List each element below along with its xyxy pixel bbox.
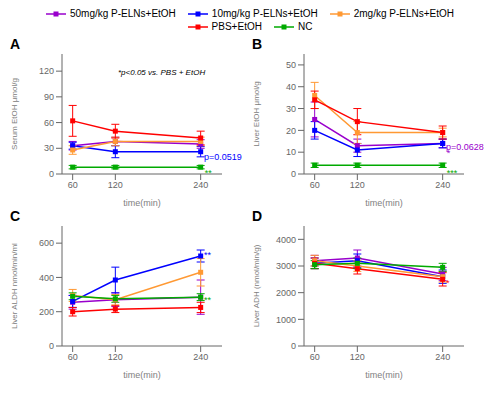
svg-text:20: 20 [286, 126, 296, 136]
svg-text:240: 240 [193, 180, 208, 190]
svg-text:600: 600 [39, 238, 54, 248]
html-text:*p<0.05 vs. PBS + EtOH: *p<0.05 vs. PBS + EtOH [118, 68, 206, 77]
svg-text:1000: 1000 [276, 315, 296, 325]
svg-text:time(min): time(min) [365, 198, 403, 208]
svg-text:60: 60 [310, 352, 320, 362]
svg-text:0: 0 [49, 341, 54, 351]
svg-text:p=0.0519: p=0.0519 [204, 152, 242, 162]
html-text:A: A [10, 36, 21, 52]
svg-text:Serum EtOH μmol/g: Serum EtOH μmol/g [10, 78, 19, 150]
svg-text:30: 30 [44, 143, 54, 153]
svg-text:0: 0 [291, 341, 296, 351]
svg-text:2000: 2000 [276, 288, 296, 298]
svg-text:3000: 3000 [276, 261, 296, 271]
svg-text:**: ** [204, 250, 212, 260]
svg-text:200: 200 [39, 307, 54, 317]
svg-text:**: ** [204, 295, 212, 305]
svg-text:120: 120 [108, 352, 123, 362]
html-text:NC: NC [297, 21, 313, 32]
svg-text:time(min): time(min) [123, 370, 161, 380]
svg-text:120: 120 [39, 66, 54, 76]
svg-text:time(min): time(min) [123, 198, 161, 208]
html-text:50mg/kg P-ELNs+EtOH: 50mg/kg P-ELNs+EtOH [70, 8, 176, 19]
html-text:2mg/kg P-ELNs+EtOH: 2mg/kg P-ELNs+EtOH [353, 8, 454, 19]
svg-text:time(min): time(min) [365, 370, 403, 380]
svg-text:**: ** [205, 168, 213, 178]
svg-text:0: 0 [291, 169, 296, 179]
html-text:PBS+EtOH: PBS+EtOH [211, 21, 262, 32]
svg-text:240: 240 [193, 352, 208, 362]
html-text:C: C [10, 208, 21, 224]
svg-text:90: 90 [44, 92, 54, 102]
svg-text:Liver ALDH nmol/min/ml: Liver ALDH nmol/min/ml [10, 243, 19, 329]
svg-text:0: 0 [49, 169, 54, 179]
html-text:10mg/kg P-ELNs+EtOH: 10mg/kg P-ELNs+EtOH [211, 8, 318, 19]
svg-text:240: 240 [435, 352, 450, 362]
svg-text:240: 240 [435, 180, 450, 190]
svg-text:50: 50 [286, 60, 296, 70]
svg-text:Liver ADH (nmol/min/g): Liver ADH (nmol/min/g) [252, 244, 261, 327]
svg-text:60: 60 [68, 180, 78, 190]
svg-text:60: 60 [44, 118, 54, 128]
svg-text:p=0.0628: p=0.0628 [446, 142, 484, 152]
svg-text:10: 10 [286, 147, 296, 157]
svg-text:120: 120 [108, 180, 123, 190]
svg-text:40: 40 [286, 82, 296, 92]
svg-text:120: 120 [350, 352, 365, 362]
svg-text:*: * [447, 148, 451, 158]
svg-text:120: 120 [350, 180, 365, 190]
svg-text:60: 60 [68, 352, 78, 362]
svg-text:*: * [446, 278, 450, 288]
svg-text:Liver EtOH μmol/g: Liver EtOH μmol/g [252, 81, 261, 147]
svg-text:60: 60 [310, 180, 320, 190]
html-text:D: D [252, 208, 263, 224]
svg-text:***: *** [447, 168, 458, 178]
svg-text:4000: 4000 [276, 235, 296, 245]
html-text:B: B [252, 36, 263, 52]
svg-text:30: 30 [286, 104, 296, 114]
svg-text:400: 400 [39, 273, 54, 283]
